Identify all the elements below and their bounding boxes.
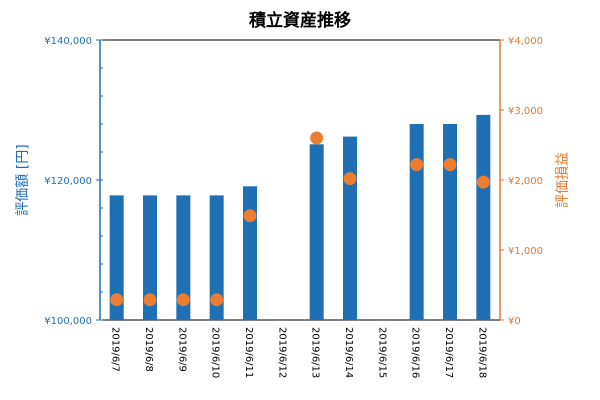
bar-2019-6-18 (476, 114, 491, 321)
bar-2019-6-17 (443, 124, 457, 320)
bar-2019-6-11 (243, 186, 257, 320)
marker-2019-6-8 (143, 293, 157, 307)
left-tick-label: ¥100,000 (44, 316, 92, 327)
chart-title: 積立資産推移 (249, 10, 351, 31)
x-tick-label: 2019/6/16 (410, 327, 421, 378)
marker-2019-6-9 (176, 293, 190, 307)
bar-2019-6-9 (176, 195, 191, 320)
x-tick-label: 2019/6/15 (376, 327, 387, 378)
right-tick-label: ¥2,000 (508, 176, 543, 187)
marker-2019-6-16 (410, 158, 424, 172)
x-tick-label: 2019/6/12 (276, 327, 287, 378)
bar-2019-6-13 (309, 144, 324, 320)
x-tick-label: 2019/6/7 (110, 327, 121, 372)
marker-2019-6-7 (110, 293, 124, 307)
marker-2019-6-18 (476, 175, 490, 189)
x-tick-label: 2019/6/14 (343, 327, 354, 378)
left-axis-label: 評価額 [円] (15, 144, 31, 215)
left-axis-ticks: ¥100,000 ¥120,000 ¥140,000 (44, 36, 103, 327)
bar-2019-6-10 (209, 195, 224, 320)
marker-2019-6-13 (310, 131, 324, 145)
right-tick-label: ¥3,000 (508, 106, 543, 117)
marker-2019-6-17 (443, 158, 457, 172)
bar-2019-6-8 (143, 195, 157, 320)
marker-2019-6-10 (210, 293, 224, 307)
right-tick-label: ¥0 (508, 316, 521, 327)
bar-2019-6-14 (343, 136, 357, 320)
right-tick-label: ¥4,000 (508, 36, 543, 47)
x-axis-ticks: 2019/6/7 2019/6/8 2019/6/9 2019/6/10 2019/6/… (110, 327, 488, 378)
marker-2019-6-14 (343, 172, 357, 186)
left-tick-label: ¥140,000 (44, 36, 92, 47)
right-axis-ticks: ¥0 ¥1,000 ¥2,000 ¥3,000 ¥4,000 (500, 36, 543, 327)
bar-2019-6-7 (109, 195, 124, 320)
x-tick-label: 2019/6/9 (176, 327, 187, 372)
x-tick-label: 2019/6/18 (476, 327, 487, 378)
bar-series (109, 114, 491, 321)
plot-frame (99, 39, 501, 321)
marker-2019-6-11 (243, 209, 257, 223)
x-tick-label: 2019/6/17 (443, 327, 454, 378)
right-tick-label: ¥1,000 (508, 246, 543, 257)
x-tick-label: 2019/6/11 (243, 327, 254, 378)
left-tick-label: ¥120,000 (44, 176, 92, 187)
right-axis-label: 評価損益 (555, 152, 571, 208)
x-tick-label: 2019/6/10 (210, 327, 221, 378)
bar-2019-6-16 (409, 124, 424, 320)
x-tick-label: 2019/6/13 (310, 327, 321, 378)
x-tick-label: 2019/6/8 (143, 327, 154, 372)
marker-series (110, 131, 490, 307)
